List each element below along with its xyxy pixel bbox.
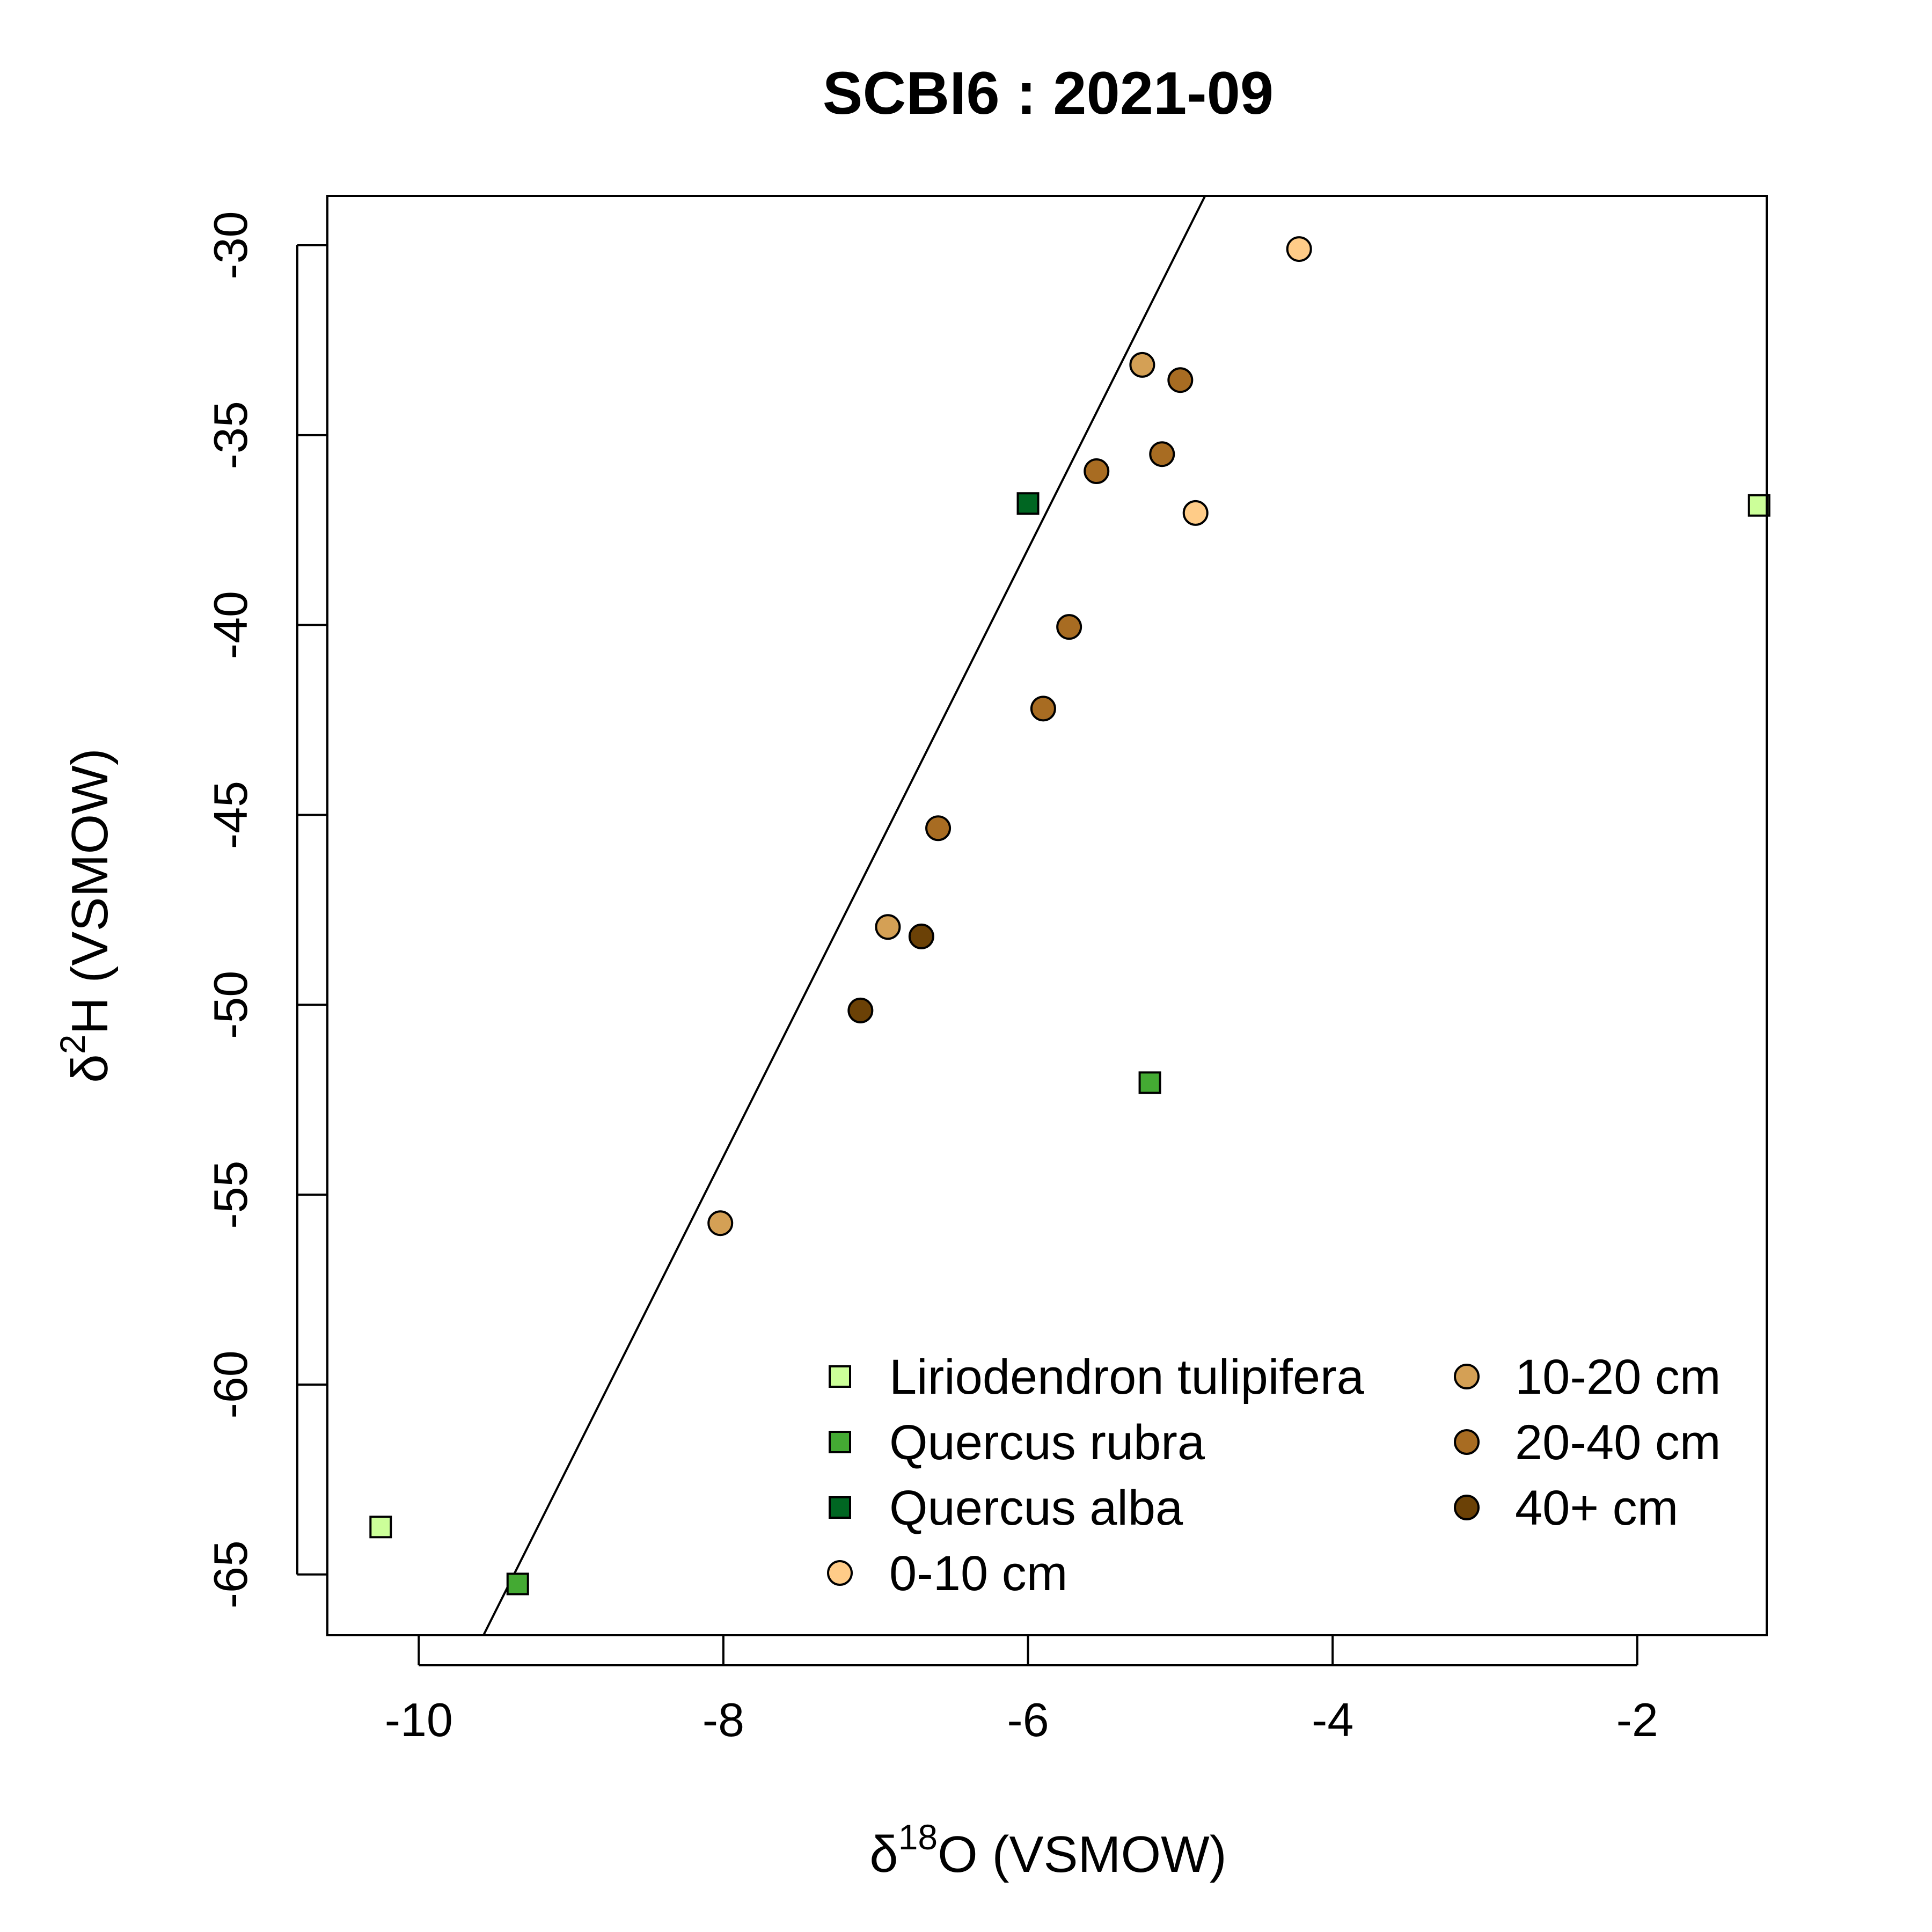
y-tick-label: -30: [204, 211, 257, 279]
legend-marker: [829, 1496, 851, 1519]
x-axis-label: δ18O (VSMOW): [869, 1817, 1226, 1883]
data-point: [1084, 458, 1110, 485]
x-tick-label: -4: [1312, 1693, 1353, 1746]
x-axis: -10 -8 -6 -4 -2: [385, 1635, 1658, 1746]
data-point: [369, 1516, 392, 1539]
data-point: [1016, 492, 1040, 515]
reference-line: [482, 196, 1206, 1635]
y-tick-label: -50: [204, 971, 257, 1039]
legend-item: Quercus rubra: [829, 1415, 1205, 1470]
legend-label: Liriodendron tulipifera: [889, 1350, 1365, 1404]
legend-item: 10-20 cm: [1454, 1350, 1721, 1404]
legend-marker: [829, 1365, 851, 1388]
data-point: [1149, 441, 1175, 467]
legend-label: Quercus alba: [889, 1481, 1183, 1535]
legend-label: Quercus rubra: [889, 1415, 1205, 1470]
plot-area: [369, 196, 1770, 1635]
x-tick-label: -10: [385, 1693, 453, 1746]
chart-title: SCBI6 : 2021-09: [823, 60, 1274, 127]
legend-item: Quercus alba: [829, 1481, 1183, 1535]
data-point: [1138, 1071, 1161, 1094]
y-tick-label: -60: [204, 1350, 257, 1418]
legend-marker: [1454, 1364, 1480, 1389]
data-point: [875, 914, 901, 940]
legend-marker: [829, 1431, 851, 1453]
legend-marker: [1454, 1495, 1480, 1520]
data-point: [1182, 500, 1209, 526]
legend-label: 10-20 cm: [1515, 1350, 1721, 1404]
data-point: [707, 1210, 734, 1236]
legend-item: Liriodendron tulipifera: [829, 1350, 1365, 1404]
y-tick-label: -35: [204, 401, 257, 469]
legend-marker: [1454, 1429, 1480, 1455]
x-tick-label: -2: [1616, 1693, 1658, 1746]
legend-marker: [827, 1560, 853, 1586]
y-axis-label: δ2H (VSMOW): [53, 748, 119, 1082]
legend-label: 40+ cm: [1515, 1481, 1678, 1535]
legend-label: 0-10 cm: [889, 1546, 1067, 1601]
y-tick-label: -45: [204, 781, 257, 849]
data-point: [847, 997, 874, 1023]
legend-label: 20-40 cm: [1515, 1415, 1721, 1470]
y-tick-label: -65: [204, 1540, 257, 1608]
data-point: [1286, 236, 1312, 262]
data-point: [1030, 696, 1056, 722]
data-point: [506, 1572, 529, 1596]
y-tick-label: -55: [204, 1161, 257, 1229]
data-point: [908, 923, 934, 949]
legend-item: 0-10 cm: [827, 1546, 1067, 1601]
legend-item: 20-40 cm: [1454, 1415, 1721, 1470]
plot-frame: [326, 195, 1768, 1636]
data-point: [1129, 352, 1155, 378]
legend: Liriodendron tulipifera Quercus rubra Quer…: [827, 1350, 1721, 1601]
legend-item: 40+ cm: [1454, 1481, 1678, 1535]
data-point: [925, 815, 952, 841]
x-tick-label: -8: [702, 1693, 744, 1746]
y-tick-label: -40: [204, 591, 257, 659]
data-point: [1167, 367, 1194, 393]
data-point: [1056, 614, 1082, 640]
x-tick-label: -6: [1007, 1693, 1049, 1746]
y-axis: -30 -35 -40 -45 -50 -55 -60 -65: [204, 211, 327, 1608]
